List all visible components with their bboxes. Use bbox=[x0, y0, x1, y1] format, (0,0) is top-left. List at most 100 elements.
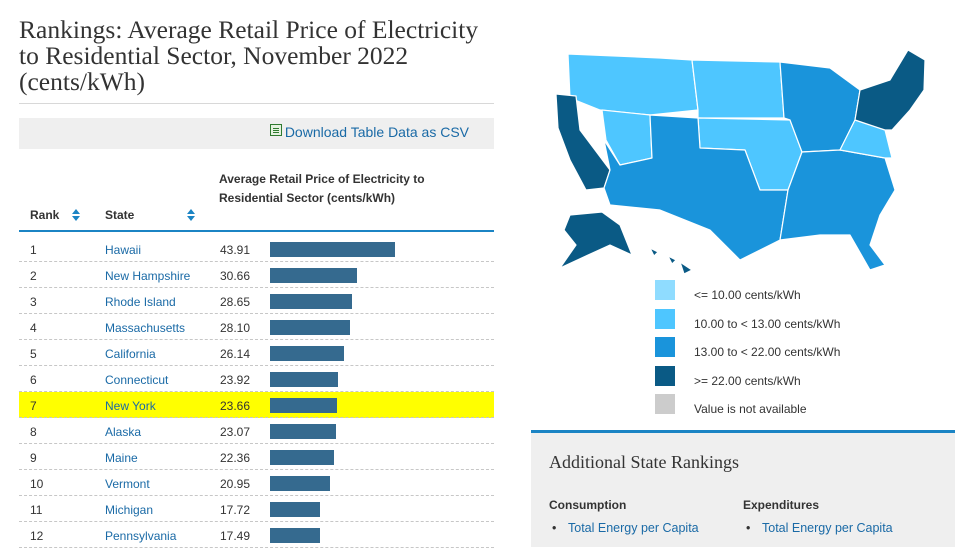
table-row: 10 Vermont 20.95 bbox=[19, 470, 494, 496]
rank-cell: 12 bbox=[30, 529, 44, 543]
download-csv-label: Download Table Data as CSV bbox=[284, 124, 469, 140]
map-region-north-plains bbox=[691, 59, 785, 119]
expenditures-total-energy-link[interactable]: Total Energy per Capita bbox=[746, 521, 893, 535]
sort-arrows-icon[interactable] bbox=[187, 209, 195, 221]
consumption-heading: Consumption bbox=[549, 498, 627, 512]
legend-swatch bbox=[655, 337, 675, 357]
state-link[interactable]: Massachusetts bbox=[105, 321, 186, 335]
additional-rankings-title: Additional State Rankings bbox=[549, 452, 739, 472]
table-row: 6 Connecticut 23.92 bbox=[19, 366, 494, 392]
price-cell: 26.14 bbox=[220, 347, 251, 361]
state-link[interactable]: Vermont bbox=[105, 477, 150, 491]
price-bar bbox=[270, 320, 350, 335]
rank-cell: 7 bbox=[30, 399, 37, 413]
state-link[interactable]: Hawaii bbox=[105, 243, 142, 257]
price-cell: 23.07 bbox=[220, 425, 251, 439]
us-choropleth-map bbox=[555, 49, 926, 275]
price-cell: 43.91 bbox=[220, 243, 251, 257]
state-link[interactable]: New York bbox=[105, 399, 156, 413]
map-region-hawaii bbox=[649, 247, 693, 275]
price-cell: 23.66 bbox=[220, 399, 251, 413]
price-bar bbox=[270, 502, 320, 517]
rank-cell: 4 bbox=[30, 321, 37, 335]
legend-item: 10.00 to < 13.00 cents/kWh bbox=[655, 308, 915, 331]
rankings-table-body: 1 Hawaii 43.91 2 New Hampshire 30.66 3 Rhode Is… bbox=[19, 236, 494, 548]
state-link[interactable]: New Hampshire bbox=[105, 269, 191, 283]
state-column-header[interactable]: State bbox=[105, 208, 135, 222]
expenditures-heading: Expenditures bbox=[743, 498, 820, 512]
spreadsheet-icon bbox=[269, 124, 282, 136]
legend-label: 13.00 to < 22.00 cents/kWh bbox=[694, 345, 841, 359]
map-region-mid-atlantic bbox=[839, 119, 893, 159]
consumption-total-energy-link[interactable]: Total Energy per Capita bbox=[552, 521, 699, 535]
sort-arrows-icon[interactable] bbox=[72, 209, 80, 221]
state-link[interactable]: Alaska bbox=[105, 425, 142, 439]
table-header: Rank State Average Retail Price of Elect… bbox=[19, 162, 494, 232]
price-bar bbox=[270, 242, 395, 257]
price-cell: 17.49 bbox=[220, 529, 251, 543]
table-row: 2 New Hampshire 30.66 bbox=[19, 262, 494, 288]
legend-item: >= 22.00 cents/kWh bbox=[655, 365, 915, 388]
table-row: 1 Hawaii 43.91 bbox=[19, 236, 494, 262]
legend-label: <= 10.00 cents/kWh bbox=[694, 288, 801, 302]
legend-swatch bbox=[655, 280, 675, 300]
page-title: Rankings: Average Retail Price of Electr… bbox=[19, 15, 479, 96]
legend-swatch bbox=[655, 308, 675, 329]
rank-cell: 1 bbox=[30, 243, 37, 257]
price-column-header: Average Retail Price of Electricity to R… bbox=[219, 172, 425, 205]
state-link[interactable]: Rhode Island bbox=[105, 295, 176, 309]
table-row: 3 Rhode Island 28.65 bbox=[19, 288, 494, 314]
legend-swatch bbox=[655, 365, 675, 386]
price-bar bbox=[270, 424, 336, 439]
legend-item: 13.00 to < 22.00 cents/kWh bbox=[655, 337, 915, 359]
table-toolbar: Download Table Data as CSV bbox=[19, 118, 494, 149]
table-row: 12 Pennsylvania 17.49 bbox=[19, 522, 494, 548]
price-bar bbox=[270, 268, 357, 283]
price-bar bbox=[270, 372, 338, 387]
map-region-alaska bbox=[559, 211, 633, 269]
rank-cell: 6 bbox=[30, 373, 37, 387]
price-bar bbox=[270, 476, 330, 491]
table-row: 11 Michigan 17.72 bbox=[19, 496, 494, 522]
state-link[interactable]: Pennsylvania bbox=[105, 529, 177, 543]
price-cell: 22.36 bbox=[220, 451, 251, 465]
rank-column-header[interactable]: Rank bbox=[30, 208, 60, 222]
price-bar bbox=[270, 398, 337, 413]
legend-label: >= 22.00 cents/kWh bbox=[694, 373, 801, 388]
map-region-southeast bbox=[779, 149, 896, 271]
price-bar bbox=[270, 346, 344, 361]
price-cell: 23.92 bbox=[220, 373, 251, 387]
rank-cell: 10 bbox=[30, 477, 44, 491]
table-row: 7 New York 23.66 bbox=[19, 392, 494, 418]
price-cell: 20.95 bbox=[220, 477, 251, 491]
rank-cell: 2 bbox=[30, 269, 37, 283]
legend-label: Value is not available bbox=[694, 402, 807, 416]
table-row: 8 Alaska 23.07 bbox=[19, 418, 494, 444]
table-row: 4 Massachusetts 28.10 bbox=[19, 314, 494, 340]
rank-cell: 3 bbox=[30, 295, 37, 309]
additional-rankings-panel: Additional State Rankings Consumption To… bbox=[531, 430, 955, 547]
price-bar bbox=[270, 450, 334, 465]
state-link[interactable]: California bbox=[105, 347, 156, 361]
price-cell: 28.65 bbox=[220, 295, 251, 309]
rank-cell: 11 bbox=[30, 503, 43, 517]
price-cell: 28.10 bbox=[220, 321, 251, 335]
state-link[interactable]: Maine bbox=[105, 451, 138, 465]
title-divider bbox=[19, 103, 494, 104]
state-link[interactable]: Michigan bbox=[105, 503, 154, 517]
legend-swatch bbox=[655, 394, 675, 414]
table-row: 9 Maine 22.36 bbox=[19, 444, 494, 470]
price-bar bbox=[270, 294, 352, 309]
price-cell: 30.66 bbox=[220, 269, 251, 283]
table-row: 5 California 26.14 bbox=[19, 340, 494, 366]
rank-cell: 8 bbox=[30, 425, 37, 439]
rank-cell: 9 bbox=[30, 451, 37, 465]
map-region-northwest bbox=[567, 53, 699, 116]
legend-item: Value is not available bbox=[655, 394, 915, 416]
price-bar bbox=[270, 528, 320, 543]
state-link[interactable]: Connecticut bbox=[105, 373, 169, 387]
price-cell: 17.72 bbox=[220, 503, 251, 517]
map-region-northeast bbox=[854, 49, 926, 131]
rank-cell: 5 bbox=[30, 347, 37, 361]
download-csv-link[interactable]: Download Table Data as CSV bbox=[269, 124, 469, 140]
